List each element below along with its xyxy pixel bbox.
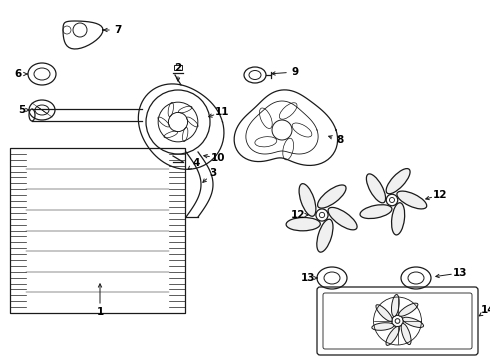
Ellipse shape xyxy=(372,323,394,330)
Ellipse shape xyxy=(401,324,411,345)
Text: 10: 10 xyxy=(211,153,225,163)
Ellipse shape xyxy=(392,294,399,316)
Text: 6: 6 xyxy=(14,69,22,79)
Text: 12: 12 xyxy=(433,190,447,200)
Circle shape xyxy=(386,194,398,206)
Text: 13: 13 xyxy=(301,273,315,283)
Text: 14: 14 xyxy=(481,305,490,315)
Ellipse shape xyxy=(317,219,333,252)
Ellipse shape xyxy=(318,185,346,208)
Text: 4: 4 xyxy=(192,158,200,168)
Text: 5: 5 xyxy=(19,105,25,115)
Ellipse shape xyxy=(386,327,399,345)
Ellipse shape xyxy=(360,205,392,219)
Ellipse shape xyxy=(386,168,410,194)
Ellipse shape xyxy=(299,184,316,216)
Text: 1: 1 xyxy=(97,307,103,317)
Ellipse shape xyxy=(286,217,320,231)
Ellipse shape xyxy=(399,303,418,316)
Text: 2: 2 xyxy=(174,63,182,73)
Text: 7: 7 xyxy=(114,25,122,35)
Text: 12: 12 xyxy=(291,210,305,220)
Ellipse shape xyxy=(392,203,405,235)
Bar xyxy=(174,65,182,70)
Ellipse shape xyxy=(397,191,427,209)
Text: 3: 3 xyxy=(209,168,217,178)
Text: 13: 13 xyxy=(453,268,467,278)
Text: 9: 9 xyxy=(292,67,298,77)
Text: 11: 11 xyxy=(215,107,229,117)
Ellipse shape xyxy=(403,317,423,328)
Circle shape xyxy=(316,209,328,221)
Circle shape xyxy=(392,315,403,327)
Ellipse shape xyxy=(328,207,357,230)
Text: 8: 8 xyxy=(336,135,343,145)
Ellipse shape xyxy=(376,305,392,321)
Bar xyxy=(10,148,185,313)
Ellipse shape xyxy=(367,174,386,203)
